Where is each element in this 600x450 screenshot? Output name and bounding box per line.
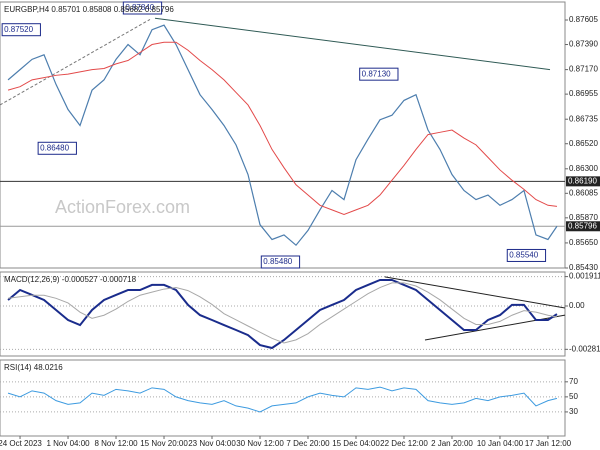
series-line bbox=[7, 386, 558, 413]
x-tick-label: 30 Nov 12:00 bbox=[236, 439, 284, 448]
x-tick-label: 2 Jan 20:00 bbox=[431, 439, 473, 448]
y-tick-label: 0.86300 bbox=[569, 164, 598, 173]
y-tick-label: 0.00 bbox=[569, 301, 585, 310]
x-tick-label: 15 Nov 20:00 bbox=[140, 439, 188, 448]
series-line bbox=[7, 282, 558, 344]
panel-frame bbox=[0, 1, 566, 269]
x-tick-label: 10 Jan 04:00 bbox=[477, 439, 524, 448]
y-tick-label: 0.86085 bbox=[569, 188, 598, 197]
x-tick-label: 22 Dec 12:00 bbox=[380, 439, 428, 448]
y-tick-label: 0.85650 bbox=[569, 238, 598, 247]
price-label-box bbox=[359, 67, 399, 81]
y-tick-label: 0.87390 bbox=[569, 40, 598, 49]
price-label: 0.87130 bbox=[362, 69, 391, 78]
y-tick-label: 30 bbox=[569, 407, 578, 416]
panel-title: MACD(12,26,9) -0.000527 -0.000718 bbox=[4, 275, 137, 284]
price-label-box bbox=[506, 248, 547, 262]
panel-frame bbox=[0, 359, 566, 437]
price-label-box bbox=[1, 23, 41, 37]
panel-title: EURGBP,H4 0.85701 0.85808 0.85682 0.8579… bbox=[4, 5, 174, 14]
y-tick-label: 0.86520 bbox=[569, 139, 598, 148]
y-tick-label: -0.002816 bbox=[569, 344, 600, 353]
price-label: 0.86480 bbox=[40, 143, 69, 152]
price-label: 0.85480 bbox=[263, 257, 292, 266]
x-tick-label: 23 Nov 04:00 bbox=[188, 439, 236, 448]
x-tick-label: 24 Oct 2023 bbox=[0, 439, 42, 448]
series-line bbox=[7, 24, 558, 247]
y-tick-label: 0.87170 bbox=[569, 65, 598, 74]
level-label: 0.85796 bbox=[568, 221, 597, 230]
price-label-box bbox=[37, 141, 77, 155]
trendline bbox=[424, 314, 566, 341]
y-tick-label: 0.86735 bbox=[569, 114, 598, 123]
trendline bbox=[0, 19, 151, 106]
y-tick-label: 50 bbox=[569, 392, 578, 401]
price-label: 0.87840 bbox=[125, 3, 154, 12]
trendline bbox=[154, 17, 551, 71]
level-label-box bbox=[566, 221, 600, 232]
x-tick-label: 7 Dec 20:00 bbox=[286, 439, 330, 448]
x-tick-label: 8 Nov 12:00 bbox=[94, 439, 138, 448]
x-tick-label: 15 Dec 04:00 bbox=[332, 439, 380, 448]
panel-frame bbox=[0, 271, 566, 357]
y-tick-label: 0.001911 bbox=[569, 272, 600, 281]
level-label: 0.86190 bbox=[568, 176, 597, 185]
watermark: ActionForex.com bbox=[55, 197, 190, 217]
price-label: 0.87520 bbox=[4, 25, 33, 34]
trendline bbox=[384, 276, 566, 309]
panel-title: RSI(14) 48.0216 bbox=[4, 363, 63, 372]
series-line bbox=[7, 279, 558, 350]
y-tick-label: 0.85870 bbox=[569, 213, 598, 222]
price-label-box bbox=[260, 255, 301, 269]
y-tick-label: 70 bbox=[569, 377, 578, 386]
x-tick-label: 1 Nov 04:00 bbox=[46, 439, 90, 448]
series-line bbox=[7, 41, 558, 215]
y-tick-label: 0.87605 bbox=[569, 15, 598, 24]
y-tick-label: 0.85430 bbox=[569, 263, 598, 272]
level-label-box bbox=[566, 176, 600, 187]
price-label-box bbox=[122, 1, 163, 15]
x-tick-label: 17 Jan 12:00 bbox=[525, 439, 572, 448]
price-label: 0.85540 bbox=[509, 251, 538, 260]
y-tick-label: 0.86955 bbox=[569, 89, 598, 98]
